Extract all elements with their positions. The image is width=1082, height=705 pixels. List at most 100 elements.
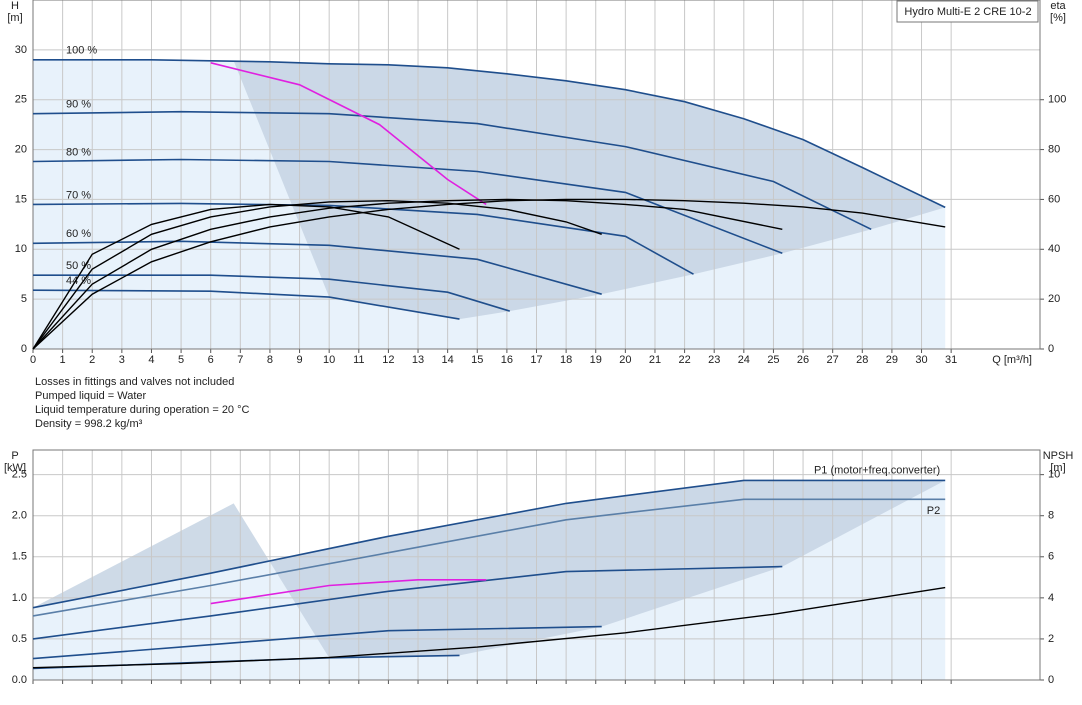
y-axis-label: P <box>11 450 18 462</box>
y-axis-label: H <box>11 0 19 12</box>
series-line <box>32 565 783 640</box>
y2-axis-label: [%] <box>1050 12 1066 24</box>
x-tick-label: 0 <box>30 354 36 366</box>
note: Liquid temperature during operation = 20… <box>35 404 250 416</box>
y2-tick-label: 60 <box>1048 193 1060 205</box>
y-tick-label: 1.5 <box>12 551 27 563</box>
x-tick-label: 11 <box>353 354 364 366</box>
x-tick-label: 8 <box>267 354 273 366</box>
series-label: P1 (motor+freq.converter) <box>814 464 940 476</box>
x-axis-label: Q [m³/h] <box>992 354 1032 366</box>
series-label: 80 % <box>66 146 91 158</box>
series-line <box>32 158 783 255</box>
y2-tick-label: 100 <box>1048 94 1066 106</box>
x-tick-label: 21 <box>649 354 661 366</box>
series-line <box>32 289 460 320</box>
x-tick-label: 2 <box>89 354 95 366</box>
x-tick-label: 24 <box>738 354 750 366</box>
series-line <box>210 62 487 206</box>
x-tick-label: 3 <box>119 354 125 366</box>
x-tick-label: 20 <box>619 354 631 366</box>
x-tick-label: 12 <box>382 354 394 366</box>
title-box <box>896 0 1039 23</box>
y2-tick-label: 2 <box>1048 633 1054 645</box>
y-tick-label: 0.5 <box>12 633 27 645</box>
x-tick-label: 29 <box>886 354 898 366</box>
series-label: 100 % <box>66 45 97 57</box>
plot-frame <box>32 0 1041 350</box>
y2-tick-label: 6 <box>1048 551 1054 563</box>
y2-axis-label: NPSH <box>1043 450 1074 462</box>
chart-title: Hydro Multi-E 2 CRE 10-2 <box>904 6 1031 18</box>
series-line <box>32 198 783 350</box>
y-tick-label: 20 <box>15 143 27 155</box>
note: Density = 998.2 kg/m³ <box>35 418 143 430</box>
x-tick-label: 27 <box>827 354 839 366</box>
x-tick-label: 9 <box>296 354 302 366</box>
x-tick-label: 18 <box>560 354 572 366</box>
series-label: 90 % <box>66 99 91 111</box>
x-tick-label: 6 <box>208 354 214 366</box>
y2-axis-label: [m] <box>1050 462 1065 474</box>
x-tick-label: 17 <box>530 354 542 366</box>
y-tick-label: 25 <box>15 94 27 106</box>
y2-axis-label: eta <box>1050 0 1066 12</box>
x-tick-label: 14 <box>442 354 454 366</box>
series-line <box>33 274 511 312</box>
y-tick-label: 1.0 <box>12 592 27 604</box>
series-label: 60 % <box>66 228 91 240</box>
x-tick-label: 19 <box>590 354 602 366</box>
series-line <box>32 202 694 275</box>
x-tick-label: 1 <box>60 354 66 366</box>
series-line <box>32 479 946 609</box>
series-line <box>32 110 872 231</box>
series-line <box>32 625 602 660</box>
x-tick-label: 15 <box>471 354 483 366</box>
x-tick-label: 10 <box>323 354 335 366</box>
y2-tick-label: 4 <box>1048 592 1054 604</box>
y-axis-label: [m] <box>7 12 22 24</box>
x-tick-label: 23 <box>708 354 720 366</box>
series-line <box>33 59 946 209</box>
y-tick-label: 15 <box>15 193 27 205</box>
plot-frame <box>32 449 1041 681</box>
x-tick-label: 31 <box>945 354 957 366</box>
note: Pumped liquid = Water <box>35 390 147 402</box>
y-tick-label: 5 <box>21 293 27 305</box>
y2-tick-label: 0 <box>1048 343 1054 355</box>
series-line <box>32 198 946 350</box>
note: Losses in fittings and valves not includ… <box>35 376 234 388</box>
operating-area <box>33 480 946 658</box>
y2-tick-label: 10 <box>1048 469 1060 481</box>
x-tick-label: 4 <box>148 354 154 366</box>
y-tick-label: 0 <box>21 343 27 355</box>
y-tick-label: 0.0 <box>12 674 27 686</box>
series-line <box>210 579 487 605</box>
x-tick-label: 13 <box>412 354 424 366</box>
series-line <box>32 586 946 669</box>
y2-tick-label: 80 <box>1048 143 1060 155</box>
x-tick-label: 26 <box>797 354 809 366</box>
y-tick-label: 2.0 <box>12 510 27 522</box>
y-tick-label: 30 <box>15 44 27 56</box>
operating-area <box>33 59 946 320</box>
y2-tick-label: 20 <box>1048 293 1060 305</box>
series-line <box>32 240 602 295</box>
y-tick-label: 2.5 <box>12 469 27 481</box>
series-line <box>32 498 946 617</box>
series-label: 50 % <box>66 260 91 272</box>
y2-tick-label: 8 <box>1048 510 1054 522</box>
series-label: 70 % <box>66 189 91 201</box>
x-tick-label: 5 <box>178 354 184 366</box>
series-label: P2 <box>927 505 940 517</box>
x-tick-label: 7 <box>237 354 243 366</box>
y2-tick-label: 40 <box>1048 243 1060 255</box>
series-line <box>32 203 460 350</box>
x-tick-label: 30 <box>915 354 927 366</box>
x-tick-label: 25 <box>767 354 779 366</box>
x-tick-label: 16 <box>501 354 513 366</box>
x-tick-label: 22 <box>678 354 690 366</box>
y2-tick-label: 0 <box>1048 674 1054 686</box>
series-line <box>32 199 602 350</box>
